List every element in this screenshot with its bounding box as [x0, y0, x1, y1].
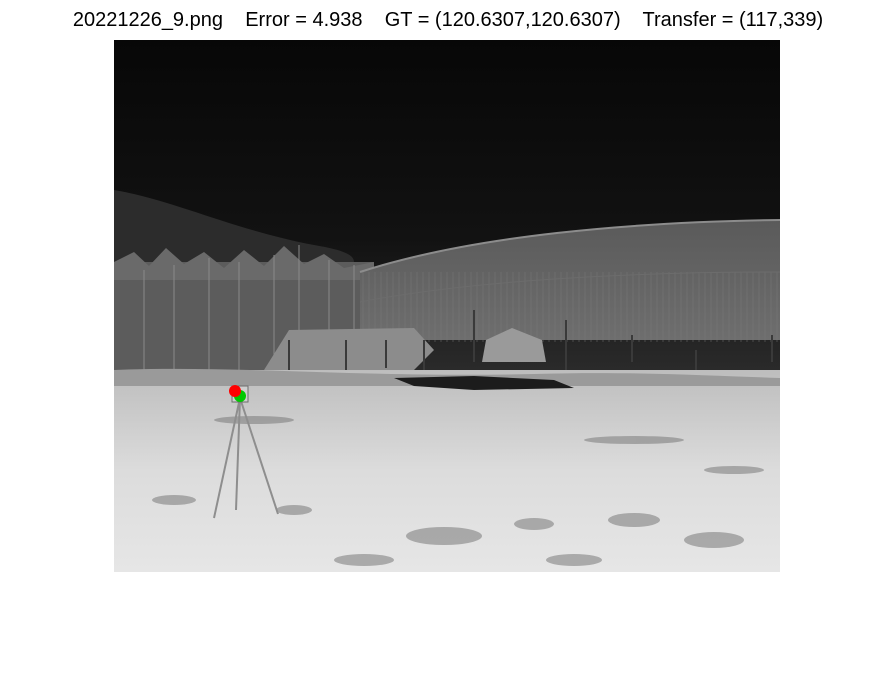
thermal-image	[114, 40, 780, 572]
shed	[482, 328, 546, 362]
cloud-band	[114, 190, 354, 262]
tree-line	[114, 245, 374, 372]
low-mound	[264, 328, 434, 370]
building	[359, 219, 780, 342]
dark-ground-patch	[394, 376, 574, 390]
transfer-marker	[229, 385, 241, 397]
figure-title: 20221226_9.png Error = 4.938 GT = (120.6…	[72, 9, 824, 31]
snow-texture	[152, 416, 764, 566]
